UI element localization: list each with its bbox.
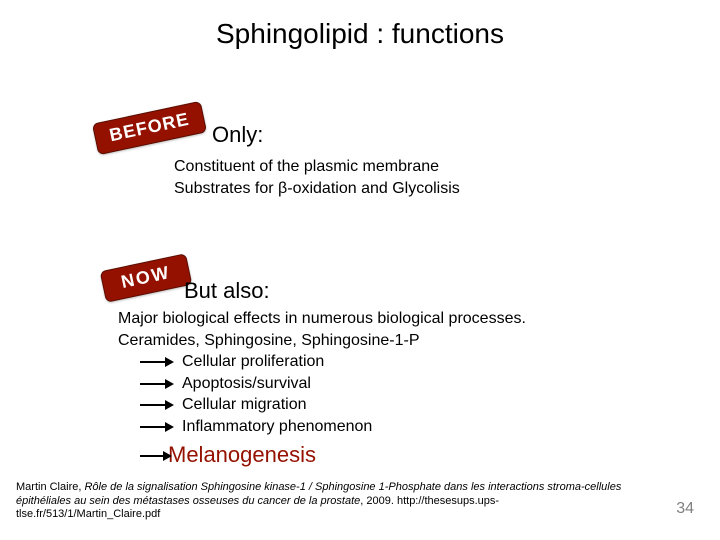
list-item: Substrates for β-oxidation and Glycolisi… (174, 178, 460, 200)
arrow-right-icon (140, 379, 174, 389)
arrow-right-icon (140, 400, 174, 410)
page-number: 34 (676, 500, 694, 518)
melanogenesis-label: Melanogenesis (168, 442, 316, 467)
arrow-item: Cellular proliferation (140, 351, 678, 373)
only-label: Only: (212, 122, 263, 148)
butalso-list: Major biological effects in numerous bio… (118, 308, 678, 469)
citation-title: Rôle de la signalisation Sphingosine kin… (16, 481, 621, 507)
arrow-item: Inflammatory phenomenon (140, 416, 678, 438)
melanogenesis-line: Melanogenesis (140, 440, 678, 470)
butalso-label: But also: (184, 278, 270, 304)
list-item: Major biological effects in numerous bio… (118, 308, 678, 330)
arrow-item-label: Inflammatory phenomenon (182, 416, 372, 438)
citation: Martin Claire, Rôle de la signalisation … (16, 481, 636, 522)
badge-now: NOW (100, 253, 193, 303)
list-item: Constituent of the plasmic membrane (174, 156, 460, 178)
badge-before: BEFORE (92, 101, 207, 155)
arrow-item-label: Cellular proliferation (182, 351, 324, 373)
arrow-item-label: Apoptosis/survival (182, 373, 311, 395)
slide: Sphingolipid : functions BEFORE Only: Co… (0, 0, 720, 540)
arrow-item: Cellular migration (140, 394, 678, 416)
arrow-item-label: Cellular migration (182, 394, 307, 416)
arrow-right-icon (140, 422, 174, 432)
arrow-right-icon (140, 357, 174, 367)
list-item: Ceramides, Sphingosine, Sphingosine-1-P (118, 330, 678, 352)
only-list: Constituent of the plasmic membrane Subs… (174, 156, 460, 199)
arrow-item: Apoptosis/survival (140, 373, 678, 395)
citation-author: Martin Claire, (16, 481, 84, 493)
page-title: Sphingolipid : functions (0, 18, 720, 50)
arrow-right-icon (140, 450, 174, 462)
